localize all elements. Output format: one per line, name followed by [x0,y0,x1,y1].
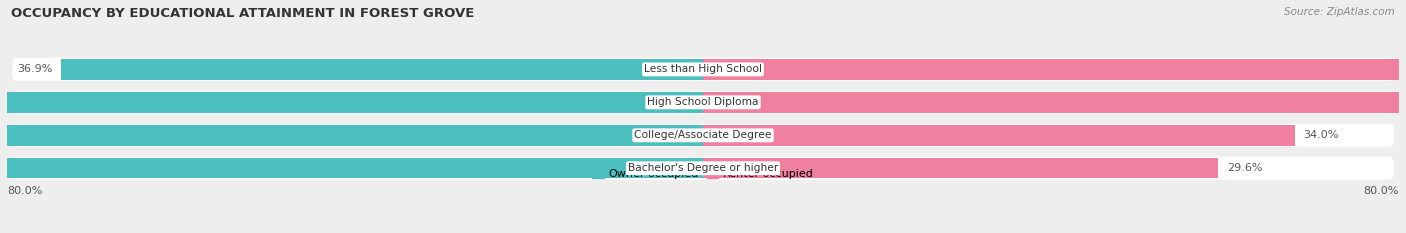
Bar [703,125,1295,146]
Text: 29.6%: 29.6% [1226,163,1263,173]
Text: 34.0%: 34.0% [1303,130,1339,140]
Text: Bachelor's Degree or higher: Bachelor's Degree or higher [628,163,778,173]
Bar [0,158,703,178]
Bar [0,125,703,146]
Legend: Owner-occupied, Renter-occupied: Owner-occupied, Renter-occupied [588,164,818,184]
FancyBboxPatch shape [13,124,1393,147]
Bar [703,92,1406,113]
Text: College/Associate Degree: College/Associate Degree [634,130,772,140]
Text: Less than High School: Less than High School [644,64,762,74]
Bar [703,59,1406,80]
Bar [0,92,703,113]
FancyBboxPatch shape [13,58,1393,81]
Text: OCCUPANCY BY EDUCATIONAL ATTAINMENT IN FOREST GROVE: OCCUPANCY BY EDUCATIONAL ATTAINMENT IN F… [11,7,475,20]
Text: High School Diploma: High School Diploma [647,97,759,107]
Text: Source: ZipAtlas.com: Source: ZipAtlas.com [1284,7,1395,17]
FancyBboxPatch shape [13,91,1393,114]
Text: 36.9%: 36.9% [17,64,52,74]
Text: 80.0%: 80.0% [7,186,42,196]
Bar [703,158,1218,178]
FancyBboxPatch shape [13,157,1393,180]
Bar [60,59,703,80]
Text: 80.0%: 80.0% [1364,186,1399,196]
